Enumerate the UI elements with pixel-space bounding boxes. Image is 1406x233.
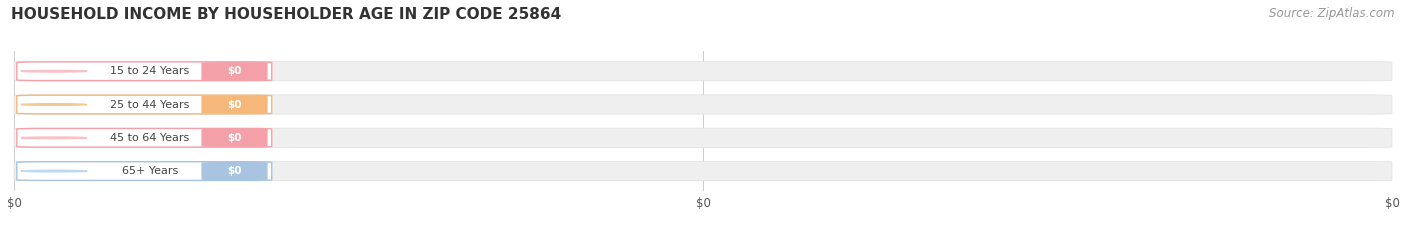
FancyBboxPatch shape bbox=[201, 129, 267, 147]
Circle shape bbox=[21, 170, 87, 172]
Text: $0: $0 bbox=[228, 166, 242, 176]
Text: $0: $0 bbox=[228, 99, 242, 110]
FancyBboxPatch shape bbox=[201, 62, 267, 80]
Text: $0: $0 bbox=[228, 133, 242, 143]
FancyBboxPatch shape bbox=[14, 161, 1392, 181]
Text: $0: $0 bbox=[228, 66, 242, 76]
FancyBboxPatch shape bbox=[17, 128, 271, 147]
FancyBboxPatch shape bbox=[17, 95, 271, 114]
FancyBboxPatch shape bbox=[14, 128, 1392, 147]
Text: 45 to 64 Years: 45 to 64 Years bbox=[110, 133, 190, 143]
Circle shape bbox=[21, 137, 87, 139]
FancyBboxPatch shape bbox=[17, 62, 271, 81]
Circle shape bbox=[21, 70, 87, 72]
FancyBboxPatch shape bbox=[14, 62, 1392, 81]
FancyBboxPatch shape bbox=[17, 162, 271, 180]
Text: Source: ZipAtlas.com: Source: ZipAtlas.com bbox=[1270, 7, 1395, 20]
FancyBboxPatch shape bbox=[201, 95, 267, 114]
Text: HOUSEHOLD INCOME BY HOUSEHOLDER AGE IN ZIP CODE 25864: HOUSEHOLD INCOME BY HOUSEHOLDER AGE IN Z… bbox=[11, 7, 561, 22]
FancyBboxPatch shape bbox=[201, 162, 267, 180]
FancyBboxPatch shape bbox=[14, 95, 1392, 114]
Text: 15 to 24 Years: 15 to 24 Years bbox=[110, 66, 190, 76]
Circle shape bbox=[21, 104, 87, 105]
Text: 65+ Years: 65+ Years bbox=[122, 166, 179, 176]
Text: 25 to 44 Years: 25 to 44 Years bbox=[110, 99, 190, 110]
